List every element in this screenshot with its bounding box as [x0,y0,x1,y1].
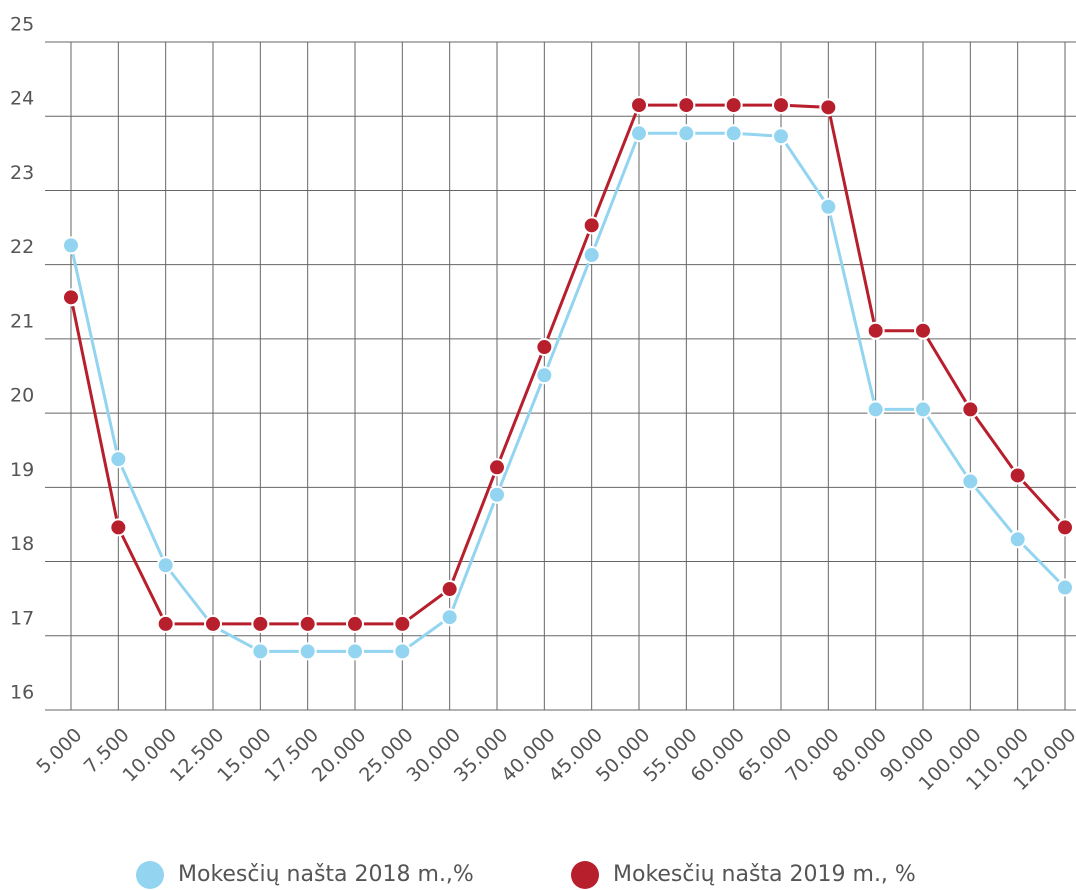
x-tick-label: 5.000 [32,724,86,778]
y-tick-label: 16 [10,682,34,704]
data-point [346,642,364,661]
data-point [62,288,80,307]
data-point [298,614,317,633]
data-point [109,450,128,469]
y-tick-label: 18 [10,533,34,555]
legend-swatch [136,861,164,889]
y-tick-label: 22 [10,236,34,258]
data-point [535,366,554,385]
y-tick-label: 21 [10,310,34,332]
data-point [582,216,601,235]
data-point [866,321,885,340]
data-point [772,96,790,115]
series-line [69,103,1067,626]
data-point [488,458,506,477]
y-tick-label: 19 [10,459,34,481]
legend-label: Mokesčių našta 2019 m., % [613,862,916,887]
data-point [914,400,932,419]
y-tick-label: 24 [10,88,34,110]
data-point [724,96,743,115]
legend-swatch [571,861,599,889]
data-point [961,472,980,491]
data-point [346,614,364,633]
data-point [488,485,506,504]
data-point [961,400,980,419]
data-point [866,400,885,419]
y-tick-label: 23 [10,162,34,184]
data-point [677,124,696,143]
data-point [1008,466,1027,485]
data-point [440,580,459,599]
data-point [393,642,412,661]
data-point [251,642,270,661]
data-point [393,614,412,633]
data-point [630,124,648,143]
data-point [772,127,790,146]
data-point [819,98,838,117]
data-point [630,96,648,115]
data-point [1056,578,1074,597]
data-point [582,246,601,265]
data-point [156,556,175,575]
data-point [204,614,222,633]
data-point [298,642,317,661]
y-tick-label: 25 [10,14,34,36]
data-point [724,124,743,143]
data-point [62,236,80,255]
y-tick-label: 17 [10,607,34,629]
series-line [69,131,1067,653]
data-point [1056,518,1074,537]
legend-label: Mokesčių našta 2018 m.,% [178,862,474,887]
data-point [1008,530,1027,549]
y-tick-label: 20 [10,385,34,407]
data-point [251,614,270,633]
data-point [109,518,128,537]
data-point [819,197,838,216]
data-point [677,96,696,115]
data-point [156,614,175,633]
data-point [535,338,554,357]
data-point [440,608,459,627]
data-point [914,321,932,340]
